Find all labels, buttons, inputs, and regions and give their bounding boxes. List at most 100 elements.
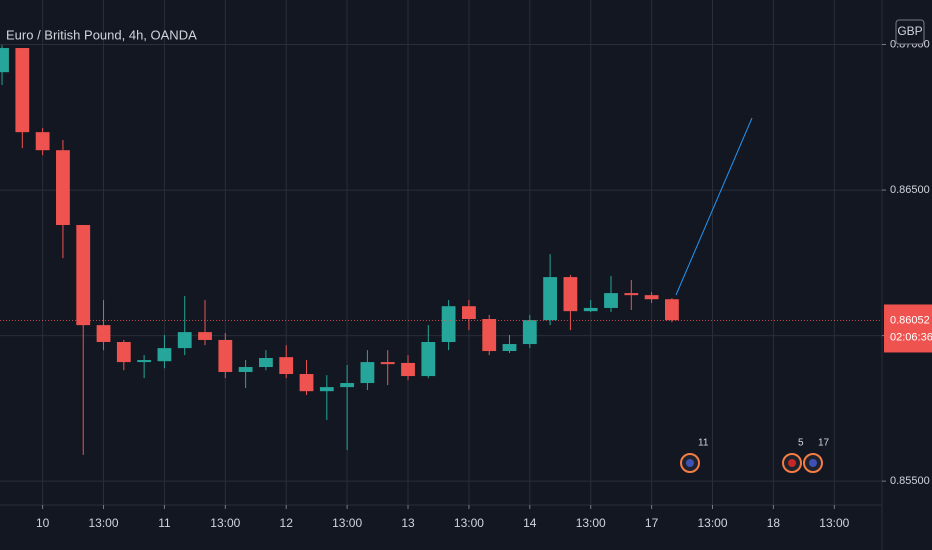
candle-body	[198, 332, 212, 340]
candle-body	[340, 383, 355, 388]
candle-body	[35, 132, 50, 151]
candle	[137, 355, 152, 379]
candle	[644, 291, 659, 303]
candle	[360, 350, 375, 391]
currency[interactable]: GBP	[897, 24, 922, 38]
candle-body	[380, 362, 395, 365]
candle-body	[522, 320, 537, 345]
candle	[218, 332, 233, 379]
candle	[15, 48, 30, 149]
candle	[665, 298, 679, 323]
candle-body	[319, 387, 334, 392]
candle	[502, 335, 517, 354]
x-tick-label: 13:00	[697, 516, 727, 530]
candle-body	[563, 277, 578, 312]
candle	[583, 300, 598, 313]
axes: 0.870000.865000.860000.855001013:001113:…	[36, 38, 930, 530]
candle	[543, 254, 558, 326]
candle-body	[624, 293, 639, 296]
event-count: 11	[698, 438, 709, 449]
candle	[96, 300, 111, 351]
candle-body	[604, 293, 618, 308]
event-badge[interactable]: 17	[803, 438, 830, 473]
candle-body	[543, 277, 558, 321]
candle	[238, 360, 253, 388]
countdown-label: 02:06:36	[890, 331, 932, 343]
candle	[116, 339, 131, 371]
event-count: 5	[798, 438, 804, 449]
chart-title: Euro / British Pound, 4h, OANDA	[6, 27, 197, 42]
candle	[56, 140, 70, 259]
candle	[421, 325, 436, 379]
x-tick-label: 13	[401, 516, 415, 530]
candle	[198, 300, 212, 346]
candle-body	[462, 306, 476, 320]
candle-body	[665, 299, 679, 321]
x-tick-label: 17	[645, 516, 659, 530]
event-flag	[809, 459, 817, 467]
event-badge[interactable]: 11	[680, 438, 709, 473]
candle	[604, 275, 618, 313]
candle-body	[157, 348, 172, 362]
candle	[522, 314, 537, 349]
candle-body	[116, 342, 131, 363]
y-tick-label: 0.86500	[890, 184, 930, 196]
candle	[340, 364, 355, 450]
candle-body	[15, 48, 30, 133]
candle-body	[96, 325, 111, 343]
candle-body	[177, 332, 192, 349]
candle-body	[482, 319, 497, 352]
candle	[157, 335, 172, 369]
candle	[319, 375, 334, 421]
candle	[401, 355, 415, 381]
x-tick-label: 13:00	[89, 516, 119, 530]
candle-body	[360, 362, 375, 384]
candle-body	[644, 295, 659, 300]
candle-body	[441, 306, 456, 343]
x-tick-label: 18	[767, 516, 781, 530]
x-tick-label: 13:00	[819, 516, 849, 530]
candle-body	[56, 150, 70, 225]
x-tick-label: 12	[280, 516, 294, 530]
candle-body	[218, 339, 233, 372]
candle	[0, 45, 9, 85]
event-flag	[686, 459, 694, 467]
candle	[76, 224, 91, 455]
last-price-label: 0.86052	[890, 314, 930, 326]
candle-body	[76, 224, 91, 326]
x-tick-label: 13:00	[454, 516, 484, 530]
candle-body	[583, 307, 598, 312]
candle	[177, 296, 192, 356]
candle-body	[502, 344, 517, 352]
candle-body	[401, 362, 415, 377]
candle	[259, 350, 273, 371]
candle	[624, 280, 639, 310]
x-tick-label: 11	[158, 516, 171, 530]
candle-body	[279, 357, 294, 375]
x-tick-label: 10	[36, 516, 50, 530]
last-price-box	[884, 304, 932, 353]
candle-body	[259, 358, 273, 368]
candle-body	[0, 48, 9, 73]
candle	[299, 360, 314, 395]
trend-line[interactable]	[675, 117, 753, 296]
candle	[35, 128, 50, 156]
candle-body	[421, 342, 436, 377]
candle	[482, 314, 497, 356]
candle	[279, 345, 294, 379]
candle	[380, 350, 395, 386]
candle-body	[137, 360, 152, 363]
candles	[0, 45, 679, 455]
candle	[441, 300, 456, 351]
event-badge[interactable]: 5	[782, 438, 804, 473]
candle-body	[299, 374, 314, 392]
x-tick-label: 14	[523, 516, 537, 530]
currency-box[interactable]	[895, 19, 925, 45]
x-tick-label: 13:00	[576, 516, 606, 530]
candle	[462, 300, 476, 331]
grid	[0, 0, 882, 505]
candle-body	[238, 367, 253, 372]
event-count: 17	[818, 438, 830, 449]
event-flag	[788, 459, 796, 467]
